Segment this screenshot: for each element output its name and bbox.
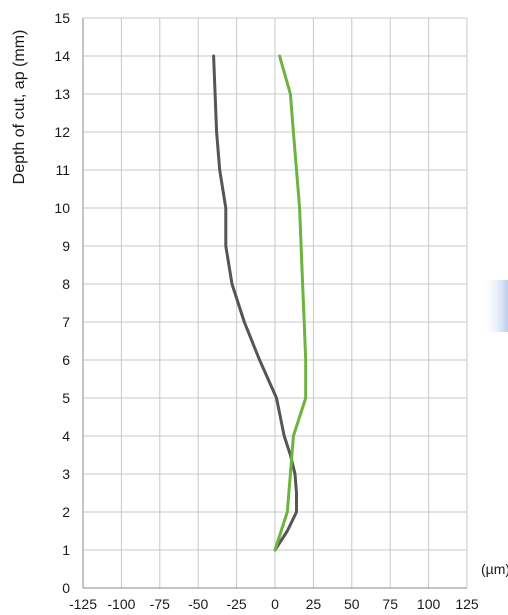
x-tick-label: -50 (188, 596, 208, 612)
y-tick-label: 11 (55, 162, 70, 178)
y-tick-label: 1 (62, 542, 70, 558)
axes (82, 18, 467, 589)
x-tick-label: -125 (69, 596, 97, 612)
series-line-1 (212, 54, 298, 552)
y-tick-label: 15 (54, 10, 70, 26)
grid (82, 17, 468, 589)
x-tick-label: -100 (107, 596, 135, 612)
y-tick-label: 7 (62, 314, 70, 330)
y-tick-label: 12 (54, 124, 70, 140)
y-tick-label: 4 (62, 428, 70, 444)
x-tick-label: 50 (344, 596, 360, 612)
y-tick-label: 0 (62, 580, 70, 596)
series-line-2 (273, 54, 308, 552)
y-tick-label: 5 (62, 390, 70, 406)
x-tick-label: -25 (226, 596, 246, 612)
y-tick-label: 10 (54, 200, 70, 216)
side-tab (482, 280, 508, 332)
y-tick-label: 14 (54, 48, 70, 64)
x-tick-label: 25 (306, 596, 322, 612)
y-tick-label: 8 (62, 276, 70, 292)
x-tick-label: 100 (417, 596, 441, 612)
x-tick-label: 125 (455, 596, 479, 612)
y-tick-label: 2 (62, 504, 70, 520)
y-tick-label: 9 (62, 238, 70, 254)
y-axis-title: Depth of cut, ap (mm) (11, 30, 28, 185)
series-layer (212, 54, 308, 552)
x-unit-label: (µm) (481, 561, 508, 577)
y-tick-label: 6 (62, 352, 70, 368)
y-tick-label: 13 (54, 86, 70, 102)
x-tick-label: -75 (150, 596, 170, 612)
x-tick-label: 0 (271, 596, 279, 612)
tick-labels: -125 -100 -75 -50 -25 0 25 50 75 100 1250123456789… (54, 10, 478, 612)
y-tick-label: 3 (62, 466, 70, 482)
x-tick-label: 75 (382, 596, 398, 612)
